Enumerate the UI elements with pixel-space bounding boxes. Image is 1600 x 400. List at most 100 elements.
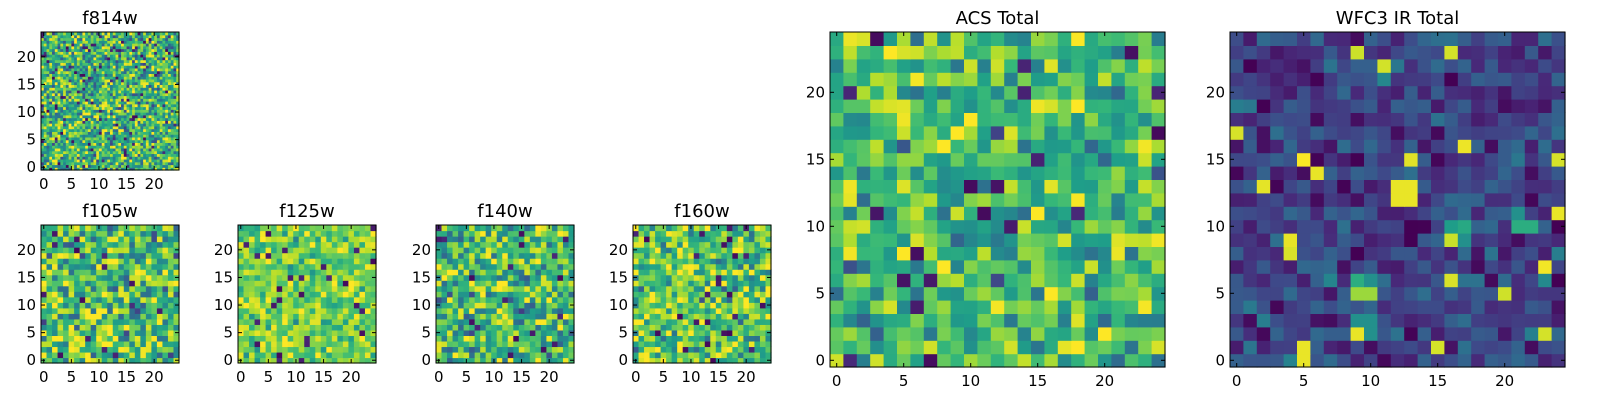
heatmap-cell [148,147,152,152]
heatmap-cell [447,357,454,364]
heatmap-cell [101,117,106,121]
heatmap-cell [104,70,108,74]
heatmap-cell [176,153,180,157]
heatmap-cell [143,147,147,152]
heatmap-cell [348,335,355,342]
heatmap-cell [540,324,547,331]
heatmap-cell [123,89,128,94]
heatmap-cell [101,34,106,39]
heatmap-cell [63,114,67,119]
heatmap-cell [46,114,50,119]
heatmap-cell [551,357,559,364]
heatmap-cell [132,70,136,74]
heatmap-cell [162,98,166,102]
heatmap-cell [732,307,739,314]
heatmap-cell [644,269,651,276]
heatmap-cell [52,153,56,157]
heatmap-cell [68,109,72,113]
heatmap-cell [132,95,136,99]
heatmap-cell [337,274,344,281]
heatmap-cell [159,62,164,66]
heatmap-cell [112,313,119,320]
heatmap-cell [513,313,520,320]
heatmap-cell [101,70,106,74]
heatmap-cell [551,258,559,265]
heatmap-cell [159,54,164,58]
heatmap-cell [134,285,141,292]
heatmap-cell [49,56,53,61]
heatmap-cell [293,340,300,348]
heatmap-cell [688,335,695,342]
heatmap-cell [112,81,117,86]
heatmap-cell [52,54,56,58]
heatmap-cell [732,340,739,348]
heatmap-cell [666,252,673,259]
heatmap-cell [145,225,152,232]
heatmap-cell [63,103,67,108]
heatmap-cell [137,117,141,121]
heatmap-cell [46,131,50,135]
heatmap-cell [96,120,100,124]
heatmap-cell [737,313,744,320]
heatmap-cell [364,252,372,259]
heatmap-cell [176,134,180,138]
heatmap-cell [660,285,667,292]
heatmap-cell [143,81,147,86]
heatmap-cell [46,40,50,44]
heatmap-cell [134,45,139,50]
heatmap-cell [359,225,366,232]
heatmap-cell [129,324,136,331]
heatmap-cell [162,106,166,110]
heatmap-cell [265,335,272,342]
heatmap-cell [140,125,144,130]
heatmap-cell [162,51,166,55]
heatmap-cell [65,34,70,39]
heatmap-cell [287,329,294,336]
heatmap-cell [63,147,67,152]
heatmap-cell [49,167,53,171]
heatmap-cell [159,34,164,39]
heatmap-cell [49,134,53,138]
heatmap-cell [87,109,92,113]
heatmap-cell [54,145,59,149]
heatmap-cell [85,285,92,292]
heatmap-cell [167,139,172,143]
heatmap-cell [134,136,139,141]
heatmap-cell [682,324,689,331]
heatmap-cell [85,62,89,66]
heatmap-cell [271,324,278,331]
heatmap-cell [370,252,377,259]
heatmap-cell [98,70,103,74]
heatmap-cell [249,351,256,359]
heatmap-cell [85,56,89,61]
heatmap-cell [165,70,169,74]
heatmap-cell [76,167,81,171]
heatmap-cell [167,76,172,80]
heatmap-cell [148,161,152,166]
heatmap-cell [101,51,106,55]
heatmap-cell [107,225,114,232]
heatmap-cell [156,76,161,80]
heatmap-cell [145,43,150,47]
heatmap-cell [148,51,152,55]
heatmap-cell [118,67,122,72]
heatmap-cell [304,302,311,309]
heatmap-cell [129,106,133,110]
heatmap-cell [452,313,459,320]
heatmap-cell [85,351,92,359]
heatmap-cell [271,263,278,270]
heatmap-cell [176,78,180,83]
heatmap-cell [638,318,645,325]
heatmap-cell [441,225,448,232]
heatmap-cell [436,241,443,248]
heatmap-cell [173,51,177,55]
heatmap-cell [137,103,141,108]
heatmap-cell [173,139,177,143]
heatmap-cell [666,258,673,265]
heatmap-cell [551,302,559,309]
heatmap-cell [49,48,53,52]
heatmap-cell [121,103,125,108]
heatmap-cell [43,103,48,108]
heatmap-cell [43,92,48,97]
heatmap-cell [309,258,316,265]
